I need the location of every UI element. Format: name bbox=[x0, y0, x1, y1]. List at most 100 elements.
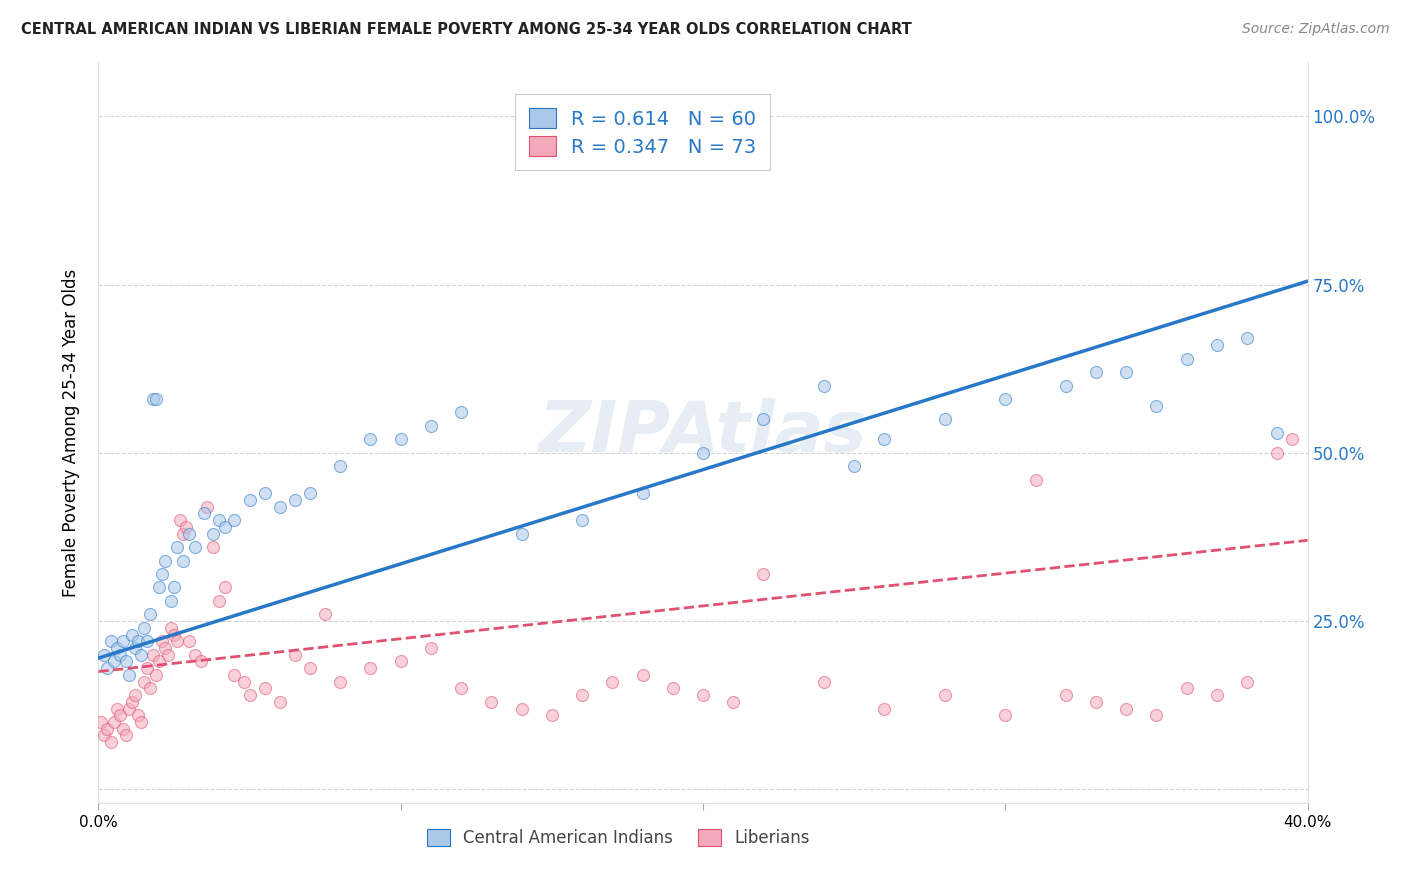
Point bbox=[1281, 433, 1303, 447]
Point bbox=[360, 661, 382, 675]
Point bbox=[420, 640, 443, 655]
Point bbox=[813, 378, 835, 392]
Point bbox=[100, 634, 122, 648]
Point bbox=[132, 674, 155, 689]
Point bbox=[142, 392, 165, 406]
Point bbox=[389, 655, 412, 669]
Point bbox=[208, 594, 231, 608]
Point bbox=[420, 418, 443, 433]
Point bbox=[844, 459, 866, 474]
Point bbox=[150, 634, 173, 648]
Point bbox=[253, 486, 276, 500]
Point bbox=[166, 634, 188, 648]
Point bbox=[135, 634, 157, 648]
Point bbox=[214, 581, 236, 595]
Point bbox=[114, 729, 136, 743]
Point bbox=[174, 520, 197, 534]
Point bbox=[150, 566, 173, 581]
Point bbox=[934, 688, 956, 702]
Point bbox=[190, 655, 212, 669]
Point bbox=[121, 627, 143, 641]
Point bbox=[184, 648, 207, 662]
Legend: Central American Indians, Liberians: Central American Indians, Liberians bbox=[420, 822, 817, 854]
Point bbox=[169, 513, 191, 527]
Point bbox=[145, 392, 167, 406]
Point bbox=[96, 661, 118, 675]
Point bbox=[1144, 399, 1167, 413]
Point bbox=[129, 648, 152, 662]
Point bbox=[139, 681, 162, 696]
Y-axis label: Female Poverty Among 25-34 Year Olds: Female Poverty Among 25-34 Year Olds bbox=[62, 268, 80, 597]
Point bbox=[202, 526, 225, 541]
Point bbox=[195, 500, 218, 514]
Point bbox=[450, 405, 472, 419]
Point bbox=[1267, 425, 1289, 440]
Point bbox=[329, 674, 352, 689]
Point bbox=[752, 566, 775, 581]
Point bbox=[100, 735, 122, 749]
Point bbox=[179, 526, 201, 541]
Point bbox=[692, 688, 714, 702]
Point bbox=[1236, 674, 1258, 689]
Text: ZIPAtlas: ZIPAtlas bbox=[538, 398, 868, 467]
Point bbox=[202, 540, 225, 554]
Point bbox=[1054, 378, 1077, 392]
Point bbox=[299, 486, 322, 500]
Point bbox=[510, 701, 533, 715]
Point bbox=[214, 520, 236, 534]
Point bbox=[1236, 331, 1258, 345]
Point bbox=[160, 594, 183, 608]
Point bbox=[105, 701, 128, 715]
Point bbox=[692, 446, 714, 460]
Point bbox=[873, 433, 896, 447]
Point bbox=[148, 655, 170, 669]
Point bbox=[269, 500, 291, 514]
Point bbox=[224, 513, 246, 527]
Point bbox=[752, 412, 775, 426]
Point bbox=[994, 708, 1017, 723]
Point bbox=[571, 688, 593, 702]
Point bbox=[145, 668, 167, 682]
Point bbox=[127, 634, 149, 648]
Point bbox=[813, 674, 835, 689]
Point bbox=[160, 621, 183, 635]
Point bbox=[284, 492, 307, 507]
Point bbox=[118, 701, 141, 715]
Point bbox=[1085, 365, 1108, 379]
Point bbox=[114, 655, 136, 669]
Point bbox=[873, 701, 896, 715]
Point bbox=[103, 714, 125, 729]
Point bbox=[108, 708, 131, 723]
Point bbox=[314, 607, 336, 622]
Point bbox=[163, 581, 186, 595]
Point bbox=[111, 722, 134, 736]
Point bbox=[232, 674, 254, 689]
Point bbox=[129, 714, 152, 729]
Point bbox=[139, 607, 162, 622]
Text: CENTRAL AMERICAN INDIAN VS LIBERIAN FEMALE POVERTY AMONG 25-34 YEAR OLDS CORRELA: CENTRAL AMERICAN INDIAN VS LIBERIAN FEMA… bbox=[21, 22, 912, 37]
Point bbox=[108, 648, 131, 662]
Point bbox=[121, 695, 143, 709]
Point bbox=[1175, 681, 1198, 696]
Point bbox=[510, 526, 533, 541]
Point bbox=[172, 526, 194, 541]
Point bbox=[111, 634, 134, 648]
Point bbox=[132, 621, 155, 635]
Point bbox=[284, 648, 307, 662]
Point bbox=[661, 681, 683, 696]
Point bbox=[1267, 446, 1289, 460]
Point bbox=[172, 553, 194, 567]
Point bbox=[450, 681, 472, 696]
Text: Source: ZipAtlas.com: Source: ZipAtlas.com bbox=[1241, 22, 1389, 37]
Point bbox=[571, 513, 593, 527]
Point bbox=[142, 648, 165, 662]
Point bbox=[1115, 365, 1137, 379]
Point bbox=[93, 648, 115, 662]
Point bbox=[184, 540, 207, 554]
Point bbox=[148, 581, 170, 595]
Point bbox=[269, 695, 291, 709]
Point bbox=[631, 486, 654, 500]
Point bbox=[360, 433, 382, 447]
Point bbox=[124, 640, 146, 655]
Point bbox=[90, 714, 112, 729]
